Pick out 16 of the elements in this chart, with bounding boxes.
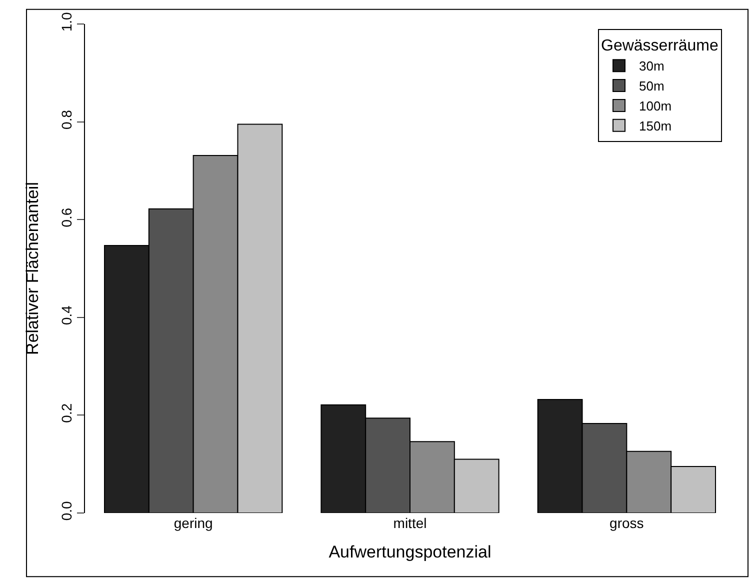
y-tick-label: 0.4 xyxy=(58,305,74,326)
x-tick-label: gross xyxy=(610,515,644,531)
y-tick-label: 0.8 xyxy=(58,110,74,130)
x-axis-title: Aufwertungspotenzial xyxy=(328,542,492,562)
legend-label: 30m xyxy=(639,58,664,74)
legend-label: 50m xyxy=(639,78,664,94)
y-axis-title: Relativer Flächenanteil xyxy=(22,182,42,355)
legend-title: Gewässerräume xyxy=(601,38,718,55)
legend-label: 100m xyxy=(639,98,672,114)
y-tick-label: 0.2 xyxy=(58,403,74,423)
y-tick-label: 0.0 xyxy=(58,500,74,521)
x-tick-label: mittel xyxy=(393,515,427,531)
y-tick-label: 1.0 xyxy=(58,12,74,32)
legend-label: 150m xyxy=(639,118,672,134)
y-tick-label: 0.6 xyxy=(58,208,74,228)
x-tick-label: gering xyxy=(174,515,213,531)
